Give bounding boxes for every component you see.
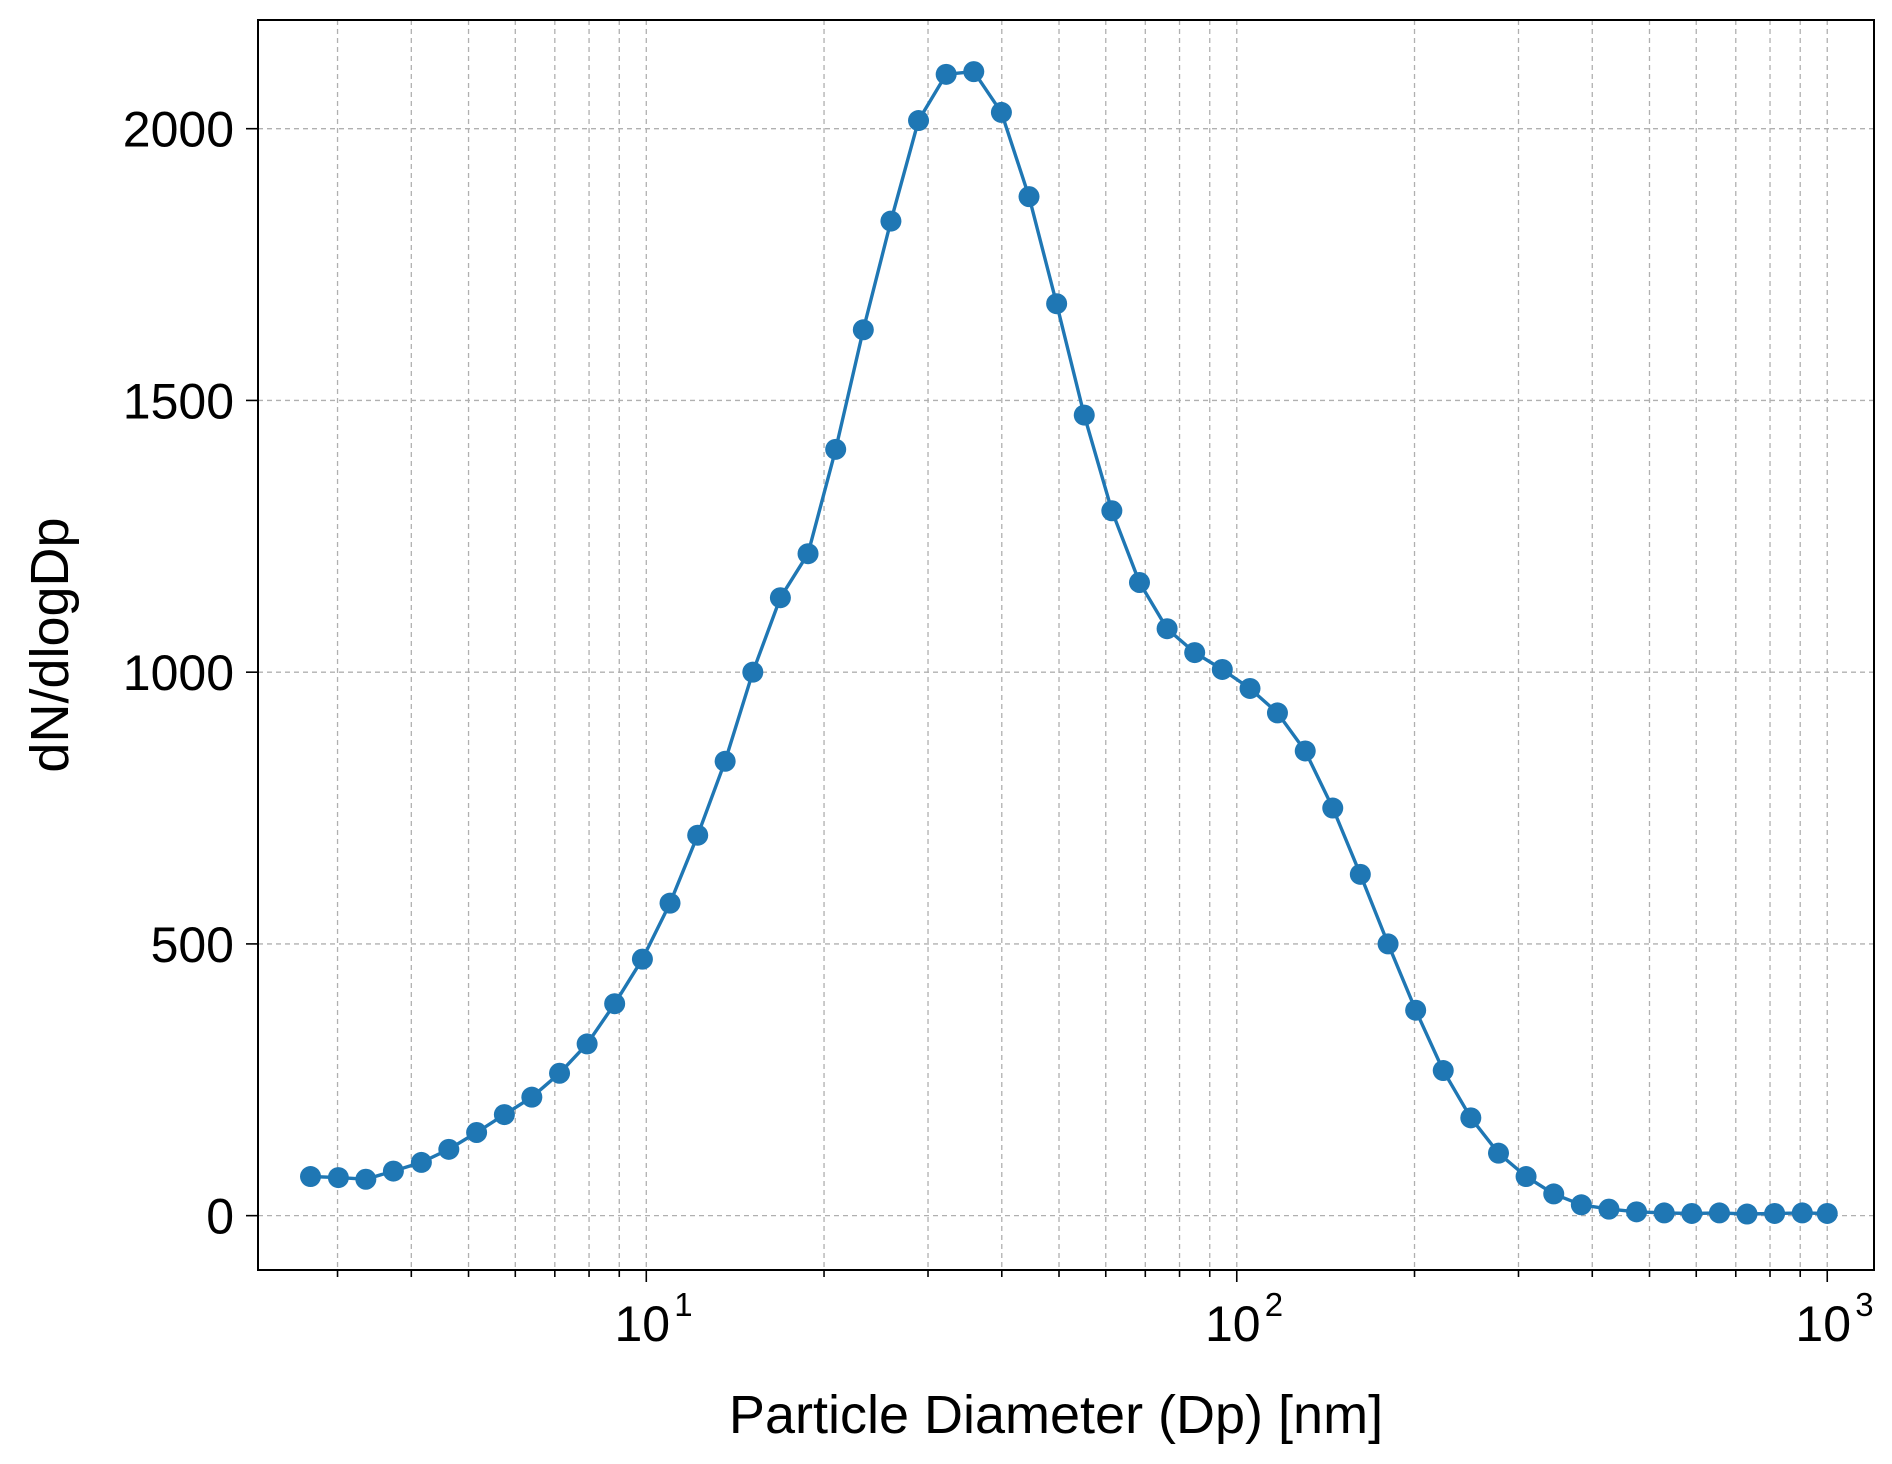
data-point [300,1166,322,1188]
data-point [1018,186,1040,208]
y-tick-label: 1000 [123,645,234,701]
x-tick-base: 10 [1795,1296,1851,1352]
data-point [1156,618,1178,640]
data-point [1764,1202,1786,1224]
x-tick-label: 10 2 [1205,1286,1283,1352]
data-point [1681,1202,1703,1224]
data-point [438,1138,460,1160]
data-point [466,1122,488,1143]
data-point [604,993,626,1015]
data-point [1128,572,1150,593]
data-point [1598,1198,1620,1220]
data-point [1626,1201,1648,1223]
x-tick-base: 10 [614,1296,670,1352]
data-point [1266,702,1288,724]
data-point [1239,677,1261,699]
data-point [493,1104,515,1126]
data-point [1736,1203,1758,1225]
data-point [1653,1202,1675,1224]
data-point [1322,797,1344,819]
data-point [1432,1060,1454,1082]
data-point [1046,293,1068,315]
data-point [935,63,957,85]
y-tick-label: 1500 [123,373,234,429]
data-point [1184,642,1206,664]
data-point [880,210,902,232]
axis-ticks [246,127,1829,1282]
data-point [1460,1107,1482,1129]
x-tick-exponent: 2 [1265,1286,1283,1323]
data-point [714,750,736,772]
data-point [327,1167,349,1189]
y-tick-label: 0 [206,1189,234,1245]
data-point [1816,1202,1838,1224]
data-point [382,1160,404,1182]
grid-lines [258,20,1874,1270]
data-point [1101,500,1123,522]
data-point [355,1168,377,1190]
data-point [963,61,985,83]
data-point [908,110,930,132]
data-point [852,319,874,341]
data-point [769,587,791,609]
x-axis-label: Particle Diameter (Dp) [nm] [729,1385,1383,1445]
data-point [1294,740,1316,762]
data-point [1405,999,1427,1021]
data-point [549,1062,571,1084]
data-point [1377,933,1399,955]
data-point [1515,1166,1537,1188]
data-point [990,101,1012,123]
data-point [659,892,681,914]
data-point [742,661,764,683]
data-point [1708,1202,1730,1224]
data-point [521,1086,543,1108]
data-point [825,438,847,460]
x-tick-exponent: 3 [1855,1286,1873,1323]
plot-frame [257,19,1875,1271]
data-point [1543,1183,1565,1205]
x-tick-label: 10 1 [614,1286,692,1352]
data-point [1211,658,1233,680]
x-tick-label: 10 3 [1795,1286,1873,1352]
data-point [1488,1142,1510,1164]
data-point [1791,1202,1813,1224]
y-tick-label: 500 [151,917,234,973]
data-point [687,824,709,846]
data-point [797,543,819,565]
y-tick-label: 2000 [123,102,234,158]
data-point [1570,1194,1592,1216]
x-tick-exponent: 1 [674,1286,692,1323]
series-line [310,69,1828,1216]
data-point [576,1033,598,1055]
data-point [1073,404,1095,426]
data-point [410,1151,432,1173]
data-point [1349,863,1371,885]
x-tick-base: 10 [1205,1296,1261,1352]
data-series [300,61,1838,1225]
data-point [631,948,653,970]
y-axis-label: dN/dlogDp [20,517,80,772]
